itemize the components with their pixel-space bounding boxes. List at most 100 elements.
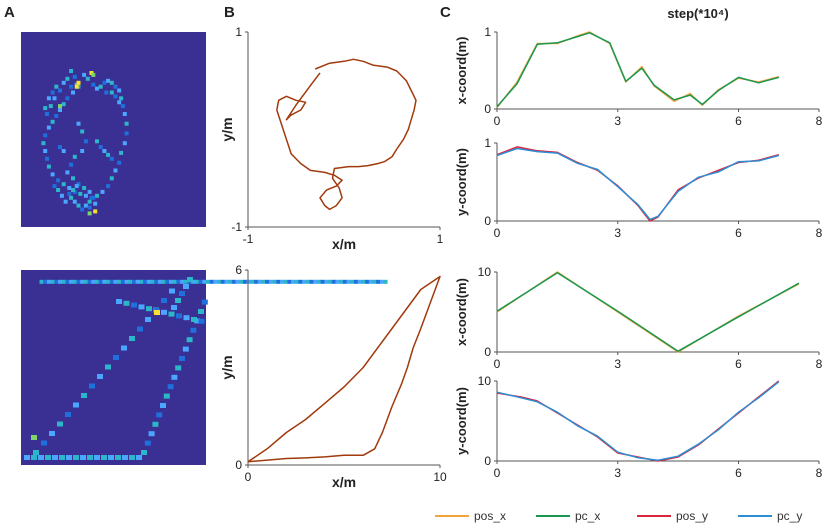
heatmap-bottom-cell — [115, 455, 121, 460]
heatmap-bottom-cell — [146, 279, 151, 284]
heatmap-top-cell — [54, 113, 59, 118]
heatmap-top-cell — [98, 84, 103, 89]
heatmap-bottom-cell — [113, 279, 118, 284]
heatmap-top-cell — [102, 149, 107, 153]
heatmap-top-cell — [106, 184, 111, 189]
heatmap-bottom-cell — [243, 279, 247, 284]
panel-label-b: B — [224, 4, 235, 21]
x-coord-top-y-tick-label: 1 — [484, 25, 491, 39]
heatmap-bottom-cell — [305, 279, 310, 284]
trajectory-bottom-x-axis-label: x/m — [332, 474, 356, 490]
heatmap-top-cell — [65, 76, 70, 81]
heatmap-top-cell — [80, 129, 85, 134]
heatmap-bottom-cell — [187, 277, 193, 282]
trajectory-top-y-tick-label: -1 — [231, 220, 242, 234]
y-coord-top-series-pos_y — [496, 146, 779, 222]
heatmap-bottom-cell — [161, 279, 166, 284]
heatmap-bottom-cell — [113, 355, 119, 360]
heatmap-bottom-cell — [106, 279, 111, 284]
heatmap-top-cell — [46, 125, 51, 130]
heatmap-bottom-cell — [61, 279, 66, 284]
heatmap-top-cell — [109, 176, 114, 181]
y-coord-bottom-y-axis-label: y-coord(m) — [454, 387, 469, 455]
heatmap-bottom-cell — [324, 279, 329, 284]
heatmap-bottom-cell — [176, 279, 181, 284]
y-coord-bottom-series-pos_y — [496, 380, 780, 462]
y-coord-bottom-x-tick-label: 8 — [816, 466, 823, 480]
heatmap-bottom-cell — [313, 279, 318, 284]
heatmap-bottom-cell — [150, 279, 155, 284]
heatmap-top-cell — [95, 193, 99, 198]
heatmap-top-cell — [67, 186, 72, 190]
heatmap-bottom-cell — [76, 279, 81, 284]
y-coord-top-y-tick-label: 0 — [484, 214, 491, 228]
heatmap-top-cell — [104, 90, 109, 95]
heatmap-bottom-cell — [231, 279, 236, 284]
heatmap-bottom-cell — [254, 279, 259, 284]
heatmap-bottom-cell — [109, 279, 114, 284]
y-coord-top-y-tick-label: 1 — [484, 136, 491, 150]
heatmap-bottom-cell — [24, 455, 30, 460]
x-coord-top-x-tick-label: 3 — [614, 114, 621, 128]
heatmap-bottom-cell — [66, 455, 72, 460]
heatmap-bottom-cell — [72, 279, 77, 284]
y-coord-top-y-axis-label: y-coord(m) — [454, 148, 469, 216]
legend-label-pc_y: pc_y — [777, 509, 802, 523]
heatmap-bottom-cell — [146, 306, 152, 312]
heatmap-bottom-cell — [38, 455, 44, 460]
y-coord-bottom-y-tick-label: 0 — [484, 454, 491, 468]
heatmap-bottom-cell — [198, 309, 204, 314]
heatmap-bottom-cell — [342, 279, 347, 284]
trajectory-bottom-y-tick-label: 6 — [235, 263, 242, 277]
heatmap-bottom-cell — [101, 455, 107, 460]
heatmap-top-cell — [87, 189, 92, 194]
heatmap-top-cell — [109, 80, 114, 85]
x-coord-top-series-pos_x — [496, 31, 779, 108]
heatmap-bottom-cell — [265, 279, 270, 284]
heatmap-bottom-cell — [152, 421, 159, 427]
heatmap-bottom-cell — [183, 315, 190, 321]
y-coord-top-x-tick-label: 6 — [735, 226, 742, 240]
heatmap-bottom-cell — [194, 279, 199, 284]
heatmap-top-cell — [50, 90, 55, 95]
heatmap-bottom-cell — [73, 455, 79, 460]
heatmap-bottom-cell — [182, 346, 189, 352]
heatmap-bottom-cell — [179, 356, 185, 361]
heatmap-bottom-cell — [144, 440, 151, 446]
heatmap-bottom-cell — [206, 279, 210, 284]
heatmap-bottom-cell — [172, 279, 177, 284]
heatmap-top-cell — [119, 96, 124, 101]
y-coord-top-series-pc_y — [496, 147, 779, 221]
heatmap-bottom-cell — [138, 304, 145, 310]
heatmap-bottom-cell — [298, 279, 303, 284]
heatmap-bottom-cell — [209, 279, 214, 284]
x-coord-top-y-tick-label: 0 — [484, 102, 491, 116]
heatmap-bottom-cell — [239, 279, 244, 284]
heatmap-bottom-cell — [33, 450, 39, 455]
heatmap-bottom-cell — [123, 300, 130, 306]
heatmap-bottom-cell — [156, 412, 163, 418]
heatmap-bottom-cell — [179, 291, 185, 296]
heatmap-bottom-cell — [169, 288, 175, 294]
heatmap-bottom-cell — [365, 279, 370, 284]
heatmap-top-cell — [109, 156, 114, 161]
heatmap-bottom-cell — [117, 279, 122, 284]
heatmap-bottom-cell — [87, 279, 92, 284]
heatmap-bottom-cell — [261, 279, 266, 284]
heatmap-bottom-cell — [354, 279, 358, 284]
trajectory-top-x-axis-label: x/m — [332, 236, 356, 252]
heatmap-top-cell — [65, 96, 70, 101]
heatmap-top-cell — [41, 141, 46, 146]
heatmap-top-cell — [46, 164, 51, 169]
trajectory-bottom-y-axis-label: y/m — [219, 355, 235, 379]
heatmap-bottom-cell — [309, 279, 314, 284]
heatmap-top-cell — [71, 90, 75, 95]
heatmap-top-cell — [46, 96, 51, 101]
heatmap-top-cell — [63, 199, 68, 204]
heatmap-bottom-cell — [171, 305, 177, 310]
heatmap-top-cell — [102, 80, 107, 85]
heatmap-bottom-cell — [129, 455, 135, 460]
heatmap-bottom-cell — [350, 279, 355, 284]
x-coord-top-y-axis-label: x-coord(m) — [454, 37, 469, 105]
heatmap-top-cell — [61, 182, 66, 187]
